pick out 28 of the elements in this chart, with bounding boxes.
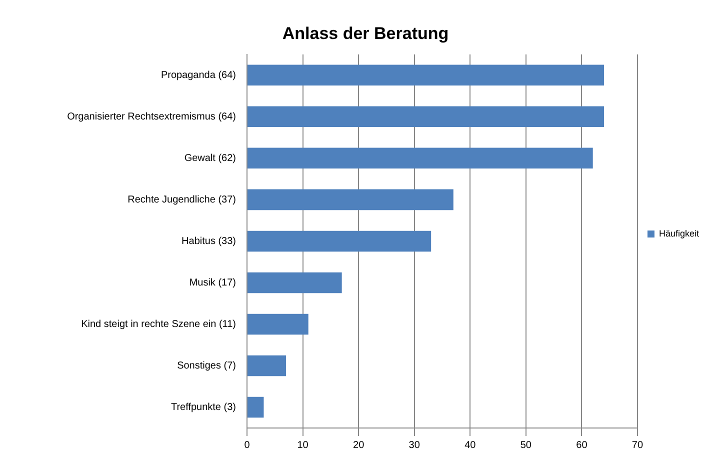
- x-tick-label: 40: [464, 440, 476, 451]
- bar: [248, 272, 342, 294]
- bar: [248, 64, 604, 86]
- bar: [248, 189, 454, 210]
- x-tick-label: 60: [576, 440, 588, 451]
- x-tick-label: 70: [632, 440, 644, 451]
- bar: [248, 148, 593, 169]
- y-tick-label: Kind steigt in rechte Szene ein (11): [81, 318, 236, 330]
- legend-label: Häufigkeit: [658, 228, 700, 238]
- bar: [248, 106, 604, 128]
- bar: [248, 230, 432, 252]
- y-tick-label: Rechte Jugendliche (37): [128, 194, 236, 206]
- y-tick-label: Musik (17): [189, 277, 236, 288]
- y-tick-label: Habitus (33): [182, 236, 236, 247]
- y-tick-label: Propaganda (64): [160, 70, 236, 81]
- x-tick-label: 10: [297, 440, 309, 451]
- x-tick-label: 0: [244, 440, 250, 451]
- y-tick-label: Gewalt (62): [184, 152, 236, 164]
- x-tick-label: 30: [408, 440, 420, 451]
- bar: [248, 314, 308, 335]
- bar: [248, 396, 264, 418]
- y-tick-label: Treffpunkte (3): [170, 402, 236, 413]
- y-tick-label: Sonstiges (7): [177, 360, 236, 372]
- bar: [248, 355, 286, 376]
- x-tick-label: 20: [353, 440, 365, 451]
- chart-title: Anlass der Beratung: [282, 24, 449, 43]
- x-tick-label: 50: [520, 440, 532, 451]
- y-tick-label: Organisierter Rechtsextremismus (64): [67, 111, 236, 122]
